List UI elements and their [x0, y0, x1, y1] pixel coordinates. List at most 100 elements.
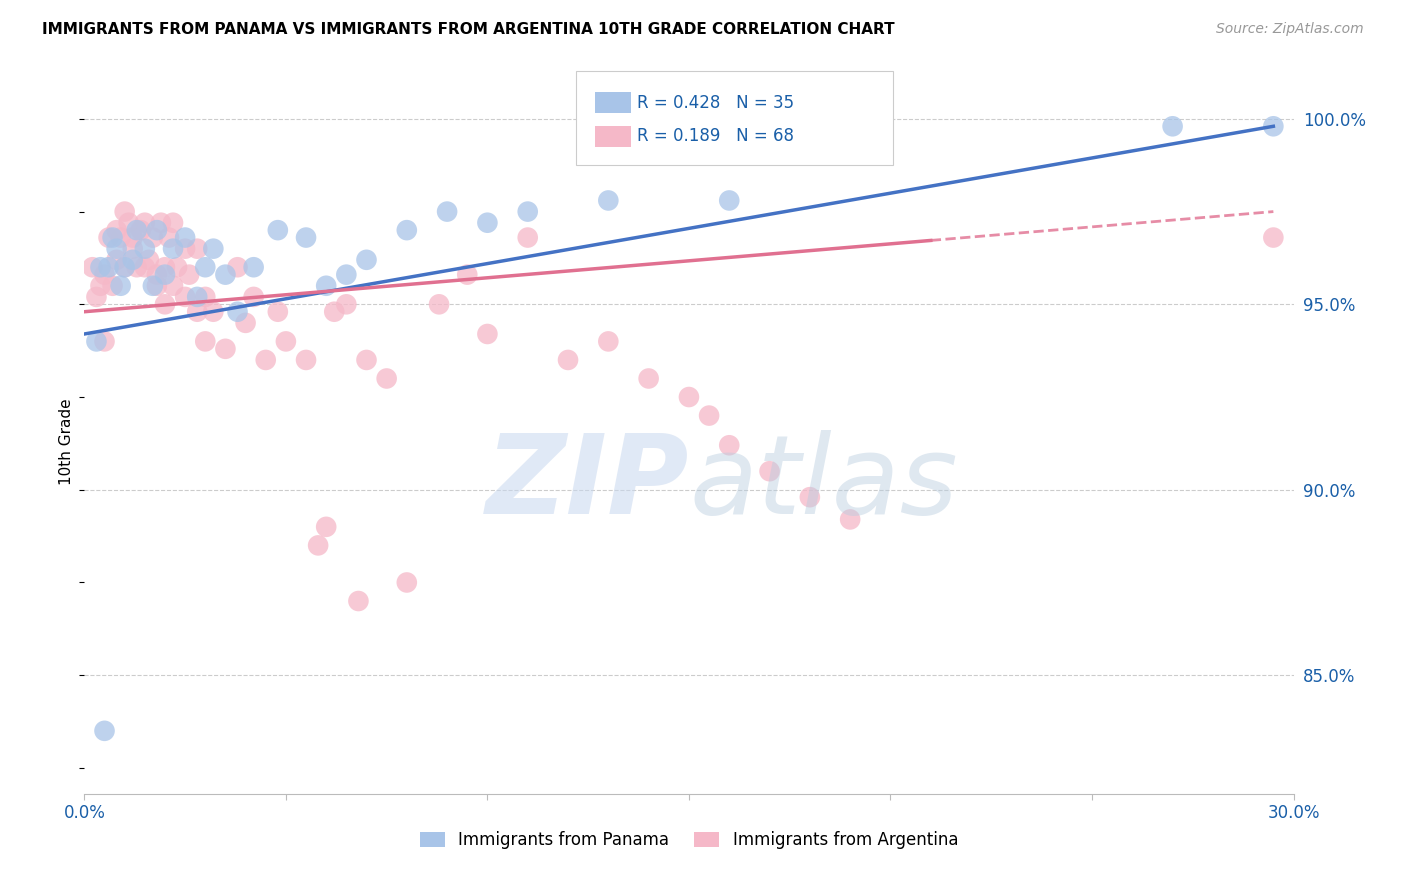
Point: [125, 260, 148, 275]
Point: [86, 290, 108, 304]
Legend: Immigrants from Panama, Immigrants from Argentina: Immigrants from Panama, Immigrants from …: [413, 825, 965, 856]
Point: [226, 260, 249, 275]
Point: [516, 230, 538, 244]
Point: [718, 438, 741, 452]
Point: [186, 290, 208, 304]
Point: [153, 297, 176, 311]
Point: [202, 304, 225, 318]
Point: [274, 334, 297, 349]
Point: [93, 723, 115, 738]
Point: [235, 316, 257, 330]
Point: [1161, 120, 1184, 134]
Point: [295, 353, 318, 368]
Point: [129, 223, 152, 237]
Point: [114, 260, 136, 275]
Point: [142, 278, 165, 293]
Point: [153, 260, 176, 275]
Point: [114, 260, 136, 275]
Point: [97, 260, 120, 275]
Point: [758, 464, 780, 478]
Point: [146, 268, 169, 282]
Point: [839, 512, 862, 526]
Point: [134, 260, 156, 275]
Point: [598, 334, 620, 349]
Point: [174, 230, 197, 244]
Point: [121, 230, 143, 244]
Point: [598, 194, 620, 208]
Point: [254, 353, 277, 368]
Point: [101, 230, 124, 244]
Point: [323, 304, 346, 318]
Point: [105, 242, 128, 256]
Point: [121, 242, 143, 256]
Point: [162, 278, 184, 293]
Point: [267, 223, 290, 237]
Point: [162, 216, 184, 230]
Text: Source: ZipAtlas.com: Source: ZipAtlas.com: [1216, 22, 1364, 37]
Point: [242, 290, 264, 304]
Point: [121, 252, 143, 267]
Point: [105, 252, 128, 267]
Point: [335, 297, 357, 311]
Point: [427, 297, 450, 311]
Point: [138, 252, 160, 267]
Point: [89, 260, 111, 275]
Point: [557, 353, 579, 368]
Point: [142, 230, 165, 244]
Point: [146, 278, 169, 293]
Point: [697, 409, 720, 423]
Point: [456, 268, 478, 282]
Point: [1263, 230, 1285, 244]
Point: [110, 278, 132, 293]
Point: [93, 268, 115, 282]
Point: [134, 216, 156, 230]
Point: [162, 242, 184, 256]
Text: IMMIGRANTS FROM PANAMA VS IMMIGRANTS FROM ARGENTINA 10TH GRADE CORRELATION CHART: IMMIGRANTS FROM PANAMA VS IMMIGRANTS FRO…: [42, 22, 894, 37]
Point: [315, 278, 337, 293]
Point: [347, 594, 370, 608]
Point: [118, 216, 141, 230]
Point: [267, 304, 290, 318]
Point: [516, 204, 538, 219]
Point: [97, 230, 120, 244]
Point: [194, 334, 217, 349]
Point: [1263, 120, 1285, 134]
Point: [242, 260, 264, 275]
Point: [678, 390, 700, 404]
Text: atlas: atlas: [689, 430, 957, 537]
Point: [149, 216, 172, 230]
Point: [395, 575, 418, 590]
Point: [395, 223, 418, 237]
Point: [799, 490, 821, 504]
Point: [153, 268, 176, 282]
Point: [86, 334, 108, 349]
Point: [637, 371, 659, 385]
Text: R = 0.428   N = 35: R = 0.428 N = 35: [637, 94, 794, 112]
Point: [110, 230, 132, 244]
Text: R = 0.189   N = 68: R = 0.189 N = 68: [637, 128, 794, 145]
Point: [186, 242, 208, 256]
Point: [202, 242, 225, 256]
Point: [105, 223, 128, 237]
Point: [166, 260, 188, 275]
Point: [114, 204, 136, 219]
Point: [157, 230, 180, 244]
Point: [174, 290, 197, 304]
Y-axis label: 10th Grade: 10th Grade: [59, 398, 75, 485]
Point: [436, 204, 458, 219]
Point: [307, 538, 329, 552]
Point: [335, 268, 357, 282]
Point: [174, 242, 197, 256]
Point: [315, 520, 337, 534]
Point: [134, 242, 156, 256]
Point: [226, 304, 249, 318]
Point: [194, 290, 217, 304]
Point: [89, 278, 111, 293]
Point: [375, 371, 398, 385]
Point: [356, 252, 378, 267]
Point: [477, 326, 499, 341]
Point: [93, 334, 115, 349]
Point: [179, 268, 201, 282]
Point: [477, 216, 499, 230]
Point: [214, 342, 236, 356]
